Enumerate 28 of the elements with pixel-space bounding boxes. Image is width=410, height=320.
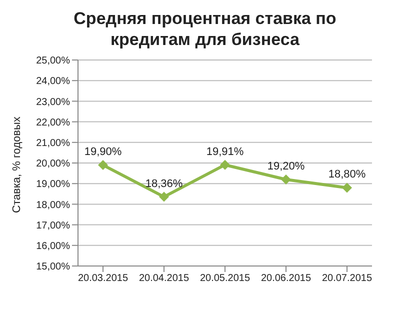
y-tick-label: 24,00% <box>36 76 70 88</box>
data-label: 18,36% <box>145 178 183 190</box>
data-label: 19,20% <box>267 160 305 172</box>
x-tick-label: 20.03.2015 <box>78 273 128 284</box>
data-label: 19,91% <box>206 146 244 158</box>
chart-title: Средняя процентная ставка по кредитам для бизнеса <box>72 8 338 50</box>
y-tick-label: 22,00% <box>36 117 70 128</box>
point <box>220 160 230 170</box>
point <box>98 160 108 170</box>
y-tick-label: 19,00% <box>36 179 70 190</box>
data-label: 19,90% <box>84 146 122 158</box>
y-tick-label: 16,00% <box>36 240 70 252</box>
y-tick-label: 20,00% <box>36 158 70 170</box>
point <box>281 174 291 184</box>
y-tick-label: 23,00% <box>36 96 70 108</box>
y-tick-label: 21,00% <box>36 138 70 149</box>
data-label: 18,80% <box>328 168 366 181</box>
y-tick-label: 15,00% <box>36 262 70 273</box>
point <box>159 192 169 202</box>
y-axis-title: Ставка, % годовых <box>10 116 23 213</box>
y-tick-label: 17,00% <box>36 220 70 232</box>
x-tick-label: 20.06.2015 <box>260 273 312 284</box>
y-tick-label: 25,00% <box>36 56 70 67</box>
y-tick-label: 18,00% <box>36 200 70 211</box>
x-tick-label: 20.04.2015 <box>138 273 190 284</box>
x-tick-label: 20.05.2015 <box>200 273 250 284</box>
point <box>342 182 352 193</box>
x-tick-label: 20.07.2015 <box>322 273 372 284</box>
